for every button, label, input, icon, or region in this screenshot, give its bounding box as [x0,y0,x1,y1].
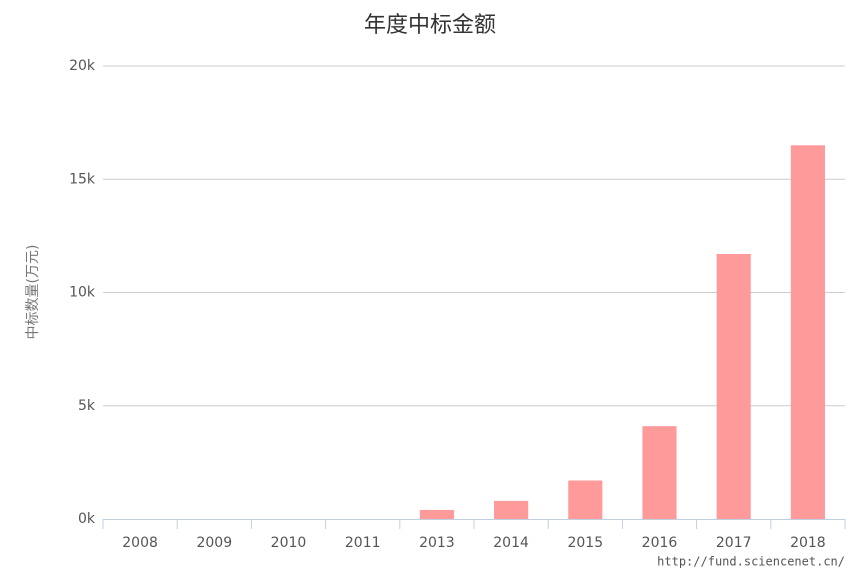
x-tick-label: 2008 [122,535,158,551]
y-tick-label: 10k [69,285,96,301]
y-tick-label: 15k [69,171,96,187]
x-tick-label: 2011 [345,535,381,551]
y-tick-label: 0k [78,511,96,527]
x-tick-label: 2009 [196,535,232,551]
bar [419,509,454,519]
x-tick-label: 2017 [716,535,752,551]
x-tick-label: 2016 [642,535,678,551]
bar [642,426,677,519]
y-tick-label: 20k [69,58,96,74]
bar [568,480,603,519]
x-tick-label: 2015 [567,535,603,551]
x-tick-label: 2013 [419,535,455,551]
credit: http://fund.sciencenet.cn/ [657,555,845,569]
y-tick-label: 5k [78,398,96,414]
bar [790,145,825,519]
x-tick-label: 2014 [493,535,529,551]
bar [494,500,529,519]
x-tick-label: 2018 [790,535,826,551]
x-tick-label: 2010 [271,535,307,551]
y-axis-label: 中标数量(万元) [25,245,41,340]
chart-title: 年度中标金额 [364,13,496,38]
bar [716,253,751,519]
